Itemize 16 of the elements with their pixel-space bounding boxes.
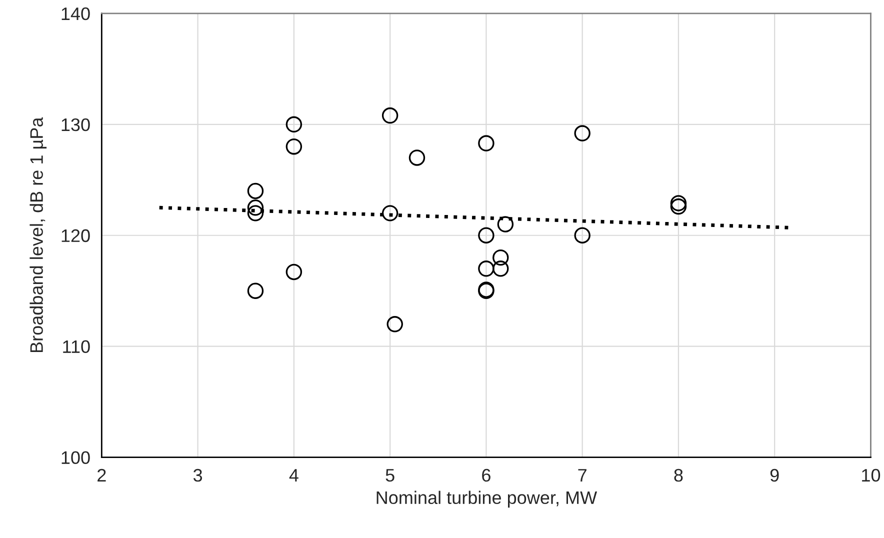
y-tick-label: 120 [62, 229, 90, 242]
x-tick-label: 8 [674, 468, 683, 482]
x-tick-label: 10 [862, 468, 880, 482]
y-tick-label: 100 [62, 451, 90, 464]
x-tick-label: 3 [193, 468, 202, 482]
y-tick-label: 140 [62, 7, 90, 20]
x-tick-label: 6 [482, 468, 490, 482]
y-tick-label: 110 [63, 340, 90, 354]
x-tick-label: 4 [289, 469, 298, 482]
x-tick-label: 2 [98, 468, 106, 482]
y-tick-label: 130 [62, 118, 90, 132]
x-tick-label: 7 [578, 469, 586, 482]
y-axis-title: Broadband level, dB re 1 µPa [30, 117, 47, 352]
x-tick-label: 5 [386, 469, 394, 482]
x-axis-title: Nominal turbine power, MW [376, 490, 598, 508]
x-tick-label: 9 [770, 468, 779, 482]
